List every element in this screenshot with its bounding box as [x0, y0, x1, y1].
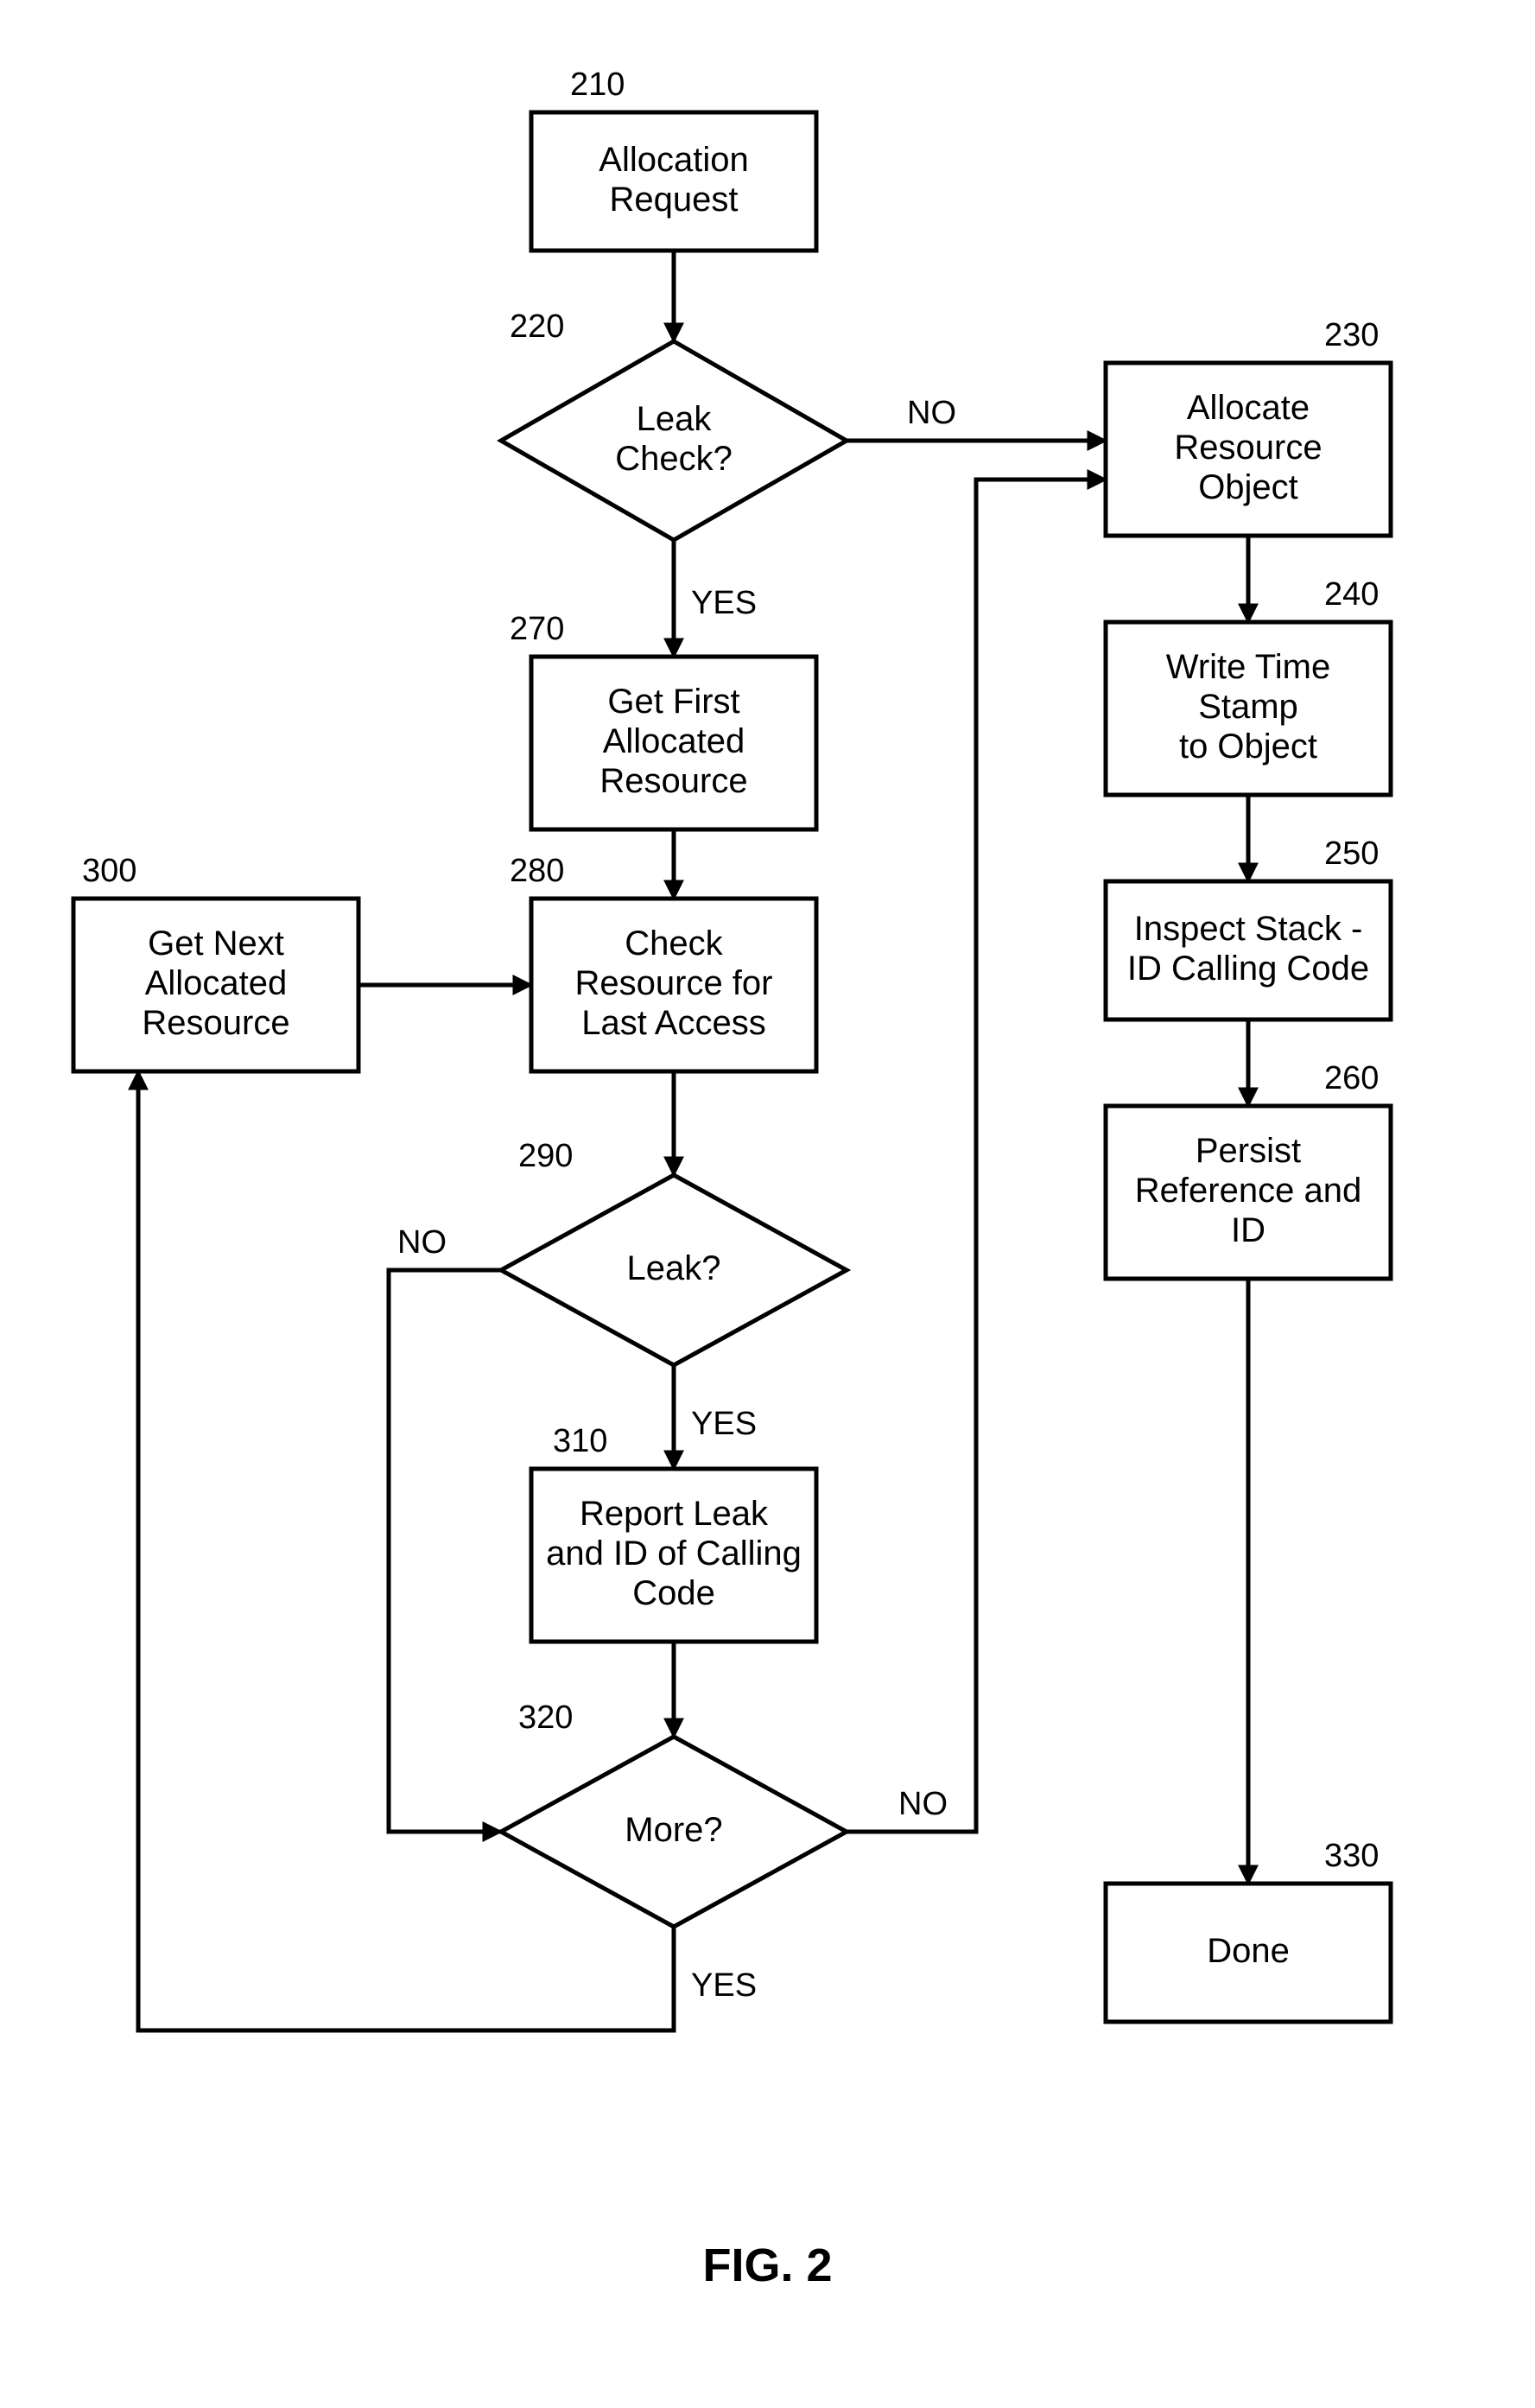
node-ref-label: 220	[510, 308, 564, 345]
flow-edge	[847, 480, 1106, 1832]
edge-label: YES	[691, 1406, 757, 1442]
flow-edge	[389, 1270, 501, 1832]
node-ref-label: 240	[1324, 576, 1379, 613]
node-ref-label: 280	[510, 853, 564, 889]
node-text: More?	[625, 1811, 722, 1849]
node-ref-label: 290	[518, 1138, 573, 1174]
edge-label: YES	[691, 1967, 757, 2004]
node-ref-label: 250	[1324, 835, 1379, 872]
node-ref-label: 310	[553, 1423, 607, 1459]
edge-label: NO	[907, 395, 956, 431]
node-text: Done	[1207, 1932, 1290, 1970]
node-ref-label: 270	[510, 611, 564, 647]
node-ref-label: 300	[82, 853, 136, 889]
node-text: Get NextAllocatedResource	[142, 924, 289, 1042]
node-ref-label: 320	[518, 1700, 573, 1736]
node-text: Get FirstAllocatedResource	[599, 683, 747, 800]
edge-label: NO	[397, 1224, 447, 1261]
edge-label: NO	[898, 1786, 948, 1822]
node-ref-label: 210	[570, 67, 625, 103]
node-text: Leak?	[627, 1249, 721, 1287]
node-ref-label: 260	[1324, 1060, 1379, 1096]
node-ref-label: 330	[1324, 1838, 1379, 1874]
node-ref-label: 230	[1324, 317, 1379, 353]
figure-caption: FIG. 2	[702, 2240, 832, 2291]
edge-label: YES	[691, 585, 757, 621]
